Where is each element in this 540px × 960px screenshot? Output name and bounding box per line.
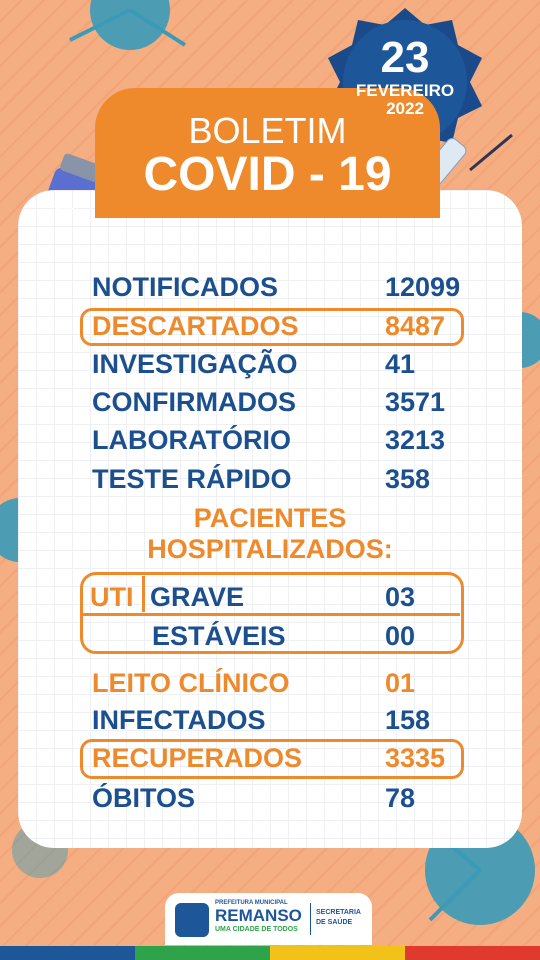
row-value: 03 [385, 582, 416, 612]
row-label: GRAVE [150, 582, 245, 612]
row-value: 358 [385, 464, 431, 494]
uti-label: UTI [90, 582, 134, 612]
highlight-box [80, 739, 464, 779]
card [18, 190, 522, 848]
section-title: PACIENTES [193, 503, 347, 533]
row-value: 3571 [385, 387, 446, 417]
row-label: CONFIRMADOS [92, 387, 296, 417]
highlight-box [80, 308, 464, 346]
row-value: 00 [385, 621, 416, 651]
badge-day: 23 [380, 33, 430, 82]
badge-month: FEVEREIRO [355, 81, 455, 100]
header-line1: BOLETIM [188, 110, 347, 151]
row-value: 78 [385, 783, 416, 813]
divider [142, 576, 145, 612]
uti-box [80, 572, 464, 654]
header-line2: COVID - 19 [143, 148, 392, 201]
org-top: PREFEITURA MUNICIPAL [215, 900, 288, 906]
slogan: UMA CIDADE DE TODOS [215, 926, 298, 933]
row-value: 3213 [385, 425, 446, 455]
row-label: LEITO CLÍNICO [92, 668, 290, 698]
badge-year: 2022 [386, 99, 424, 118]
row-label: DESCARTADOS [92, 311, 299, 341]
row-value: 8487 [385, 311, 446, 341]
row-label: LABORATÓRIO [92, 425, 291, 455]
row-label: INVESTIGAÇÃO [92, 349, 298, 379]
row-value: 158 [385, 705, 431, 735]
row-label: NOTIFICADOS [92, 272, 278, 302]
row-value: 41 [385, 349, 416, 379]
row-label: TESTE RÁPIDO [92, 464, 292, 494]
row-label: RECUPERADOS [92, 743, 303, 773]
row-label: ESTÁVEIS [152, 621, 286, 651]
row-value: 3335 [385, 743, 446, 773]
dept: SECRETARIA DE SAÚDE [316, 909, 361, 926]
row-label: INFECTADOS [92, 705, 266, 735]
divider [310, 903, 311, 935]
logo [175, 903, 209, 937]
header-tab [95, 88, 440, 218]
row-value: 12099 [385, 272, 461, 302]
org-name: REMANSO [215, 906, 302, 925]
divider [82, 613, 460, 616]
row-label: ÓBITOS [92, 783, 196, 813]
section-title: HOSPITALIZADOS: [147, 534, 393, 564]
row-value: 01 [385, 668, 416, 698]
